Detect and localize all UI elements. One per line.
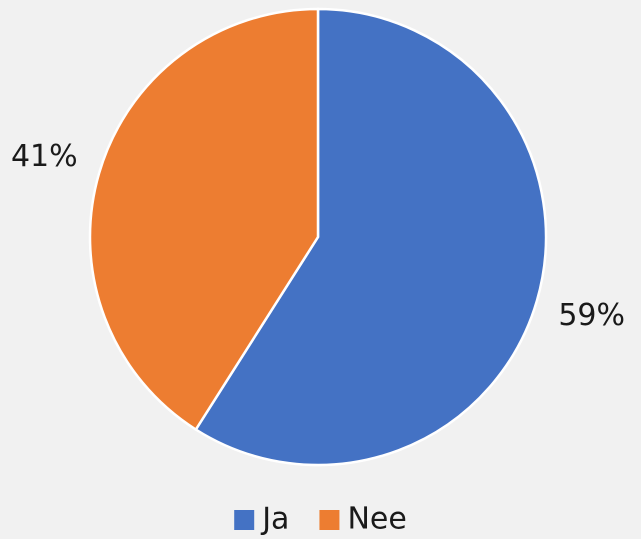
legend-label: Nee (347, 502, 406, 537)
pie-slice (88, 7, 320, 432)
pie-slice (194, 7, 548, 467)
legend-swatch (234, 510, 255, 530)
data-label: 41% (11, 139, 78, 174)
legend-swatch (319, 510, 340, 530)
legend-label: Ja (260, 502, 289, 537)
data-label: 59% (558, 298, 625, 333)
